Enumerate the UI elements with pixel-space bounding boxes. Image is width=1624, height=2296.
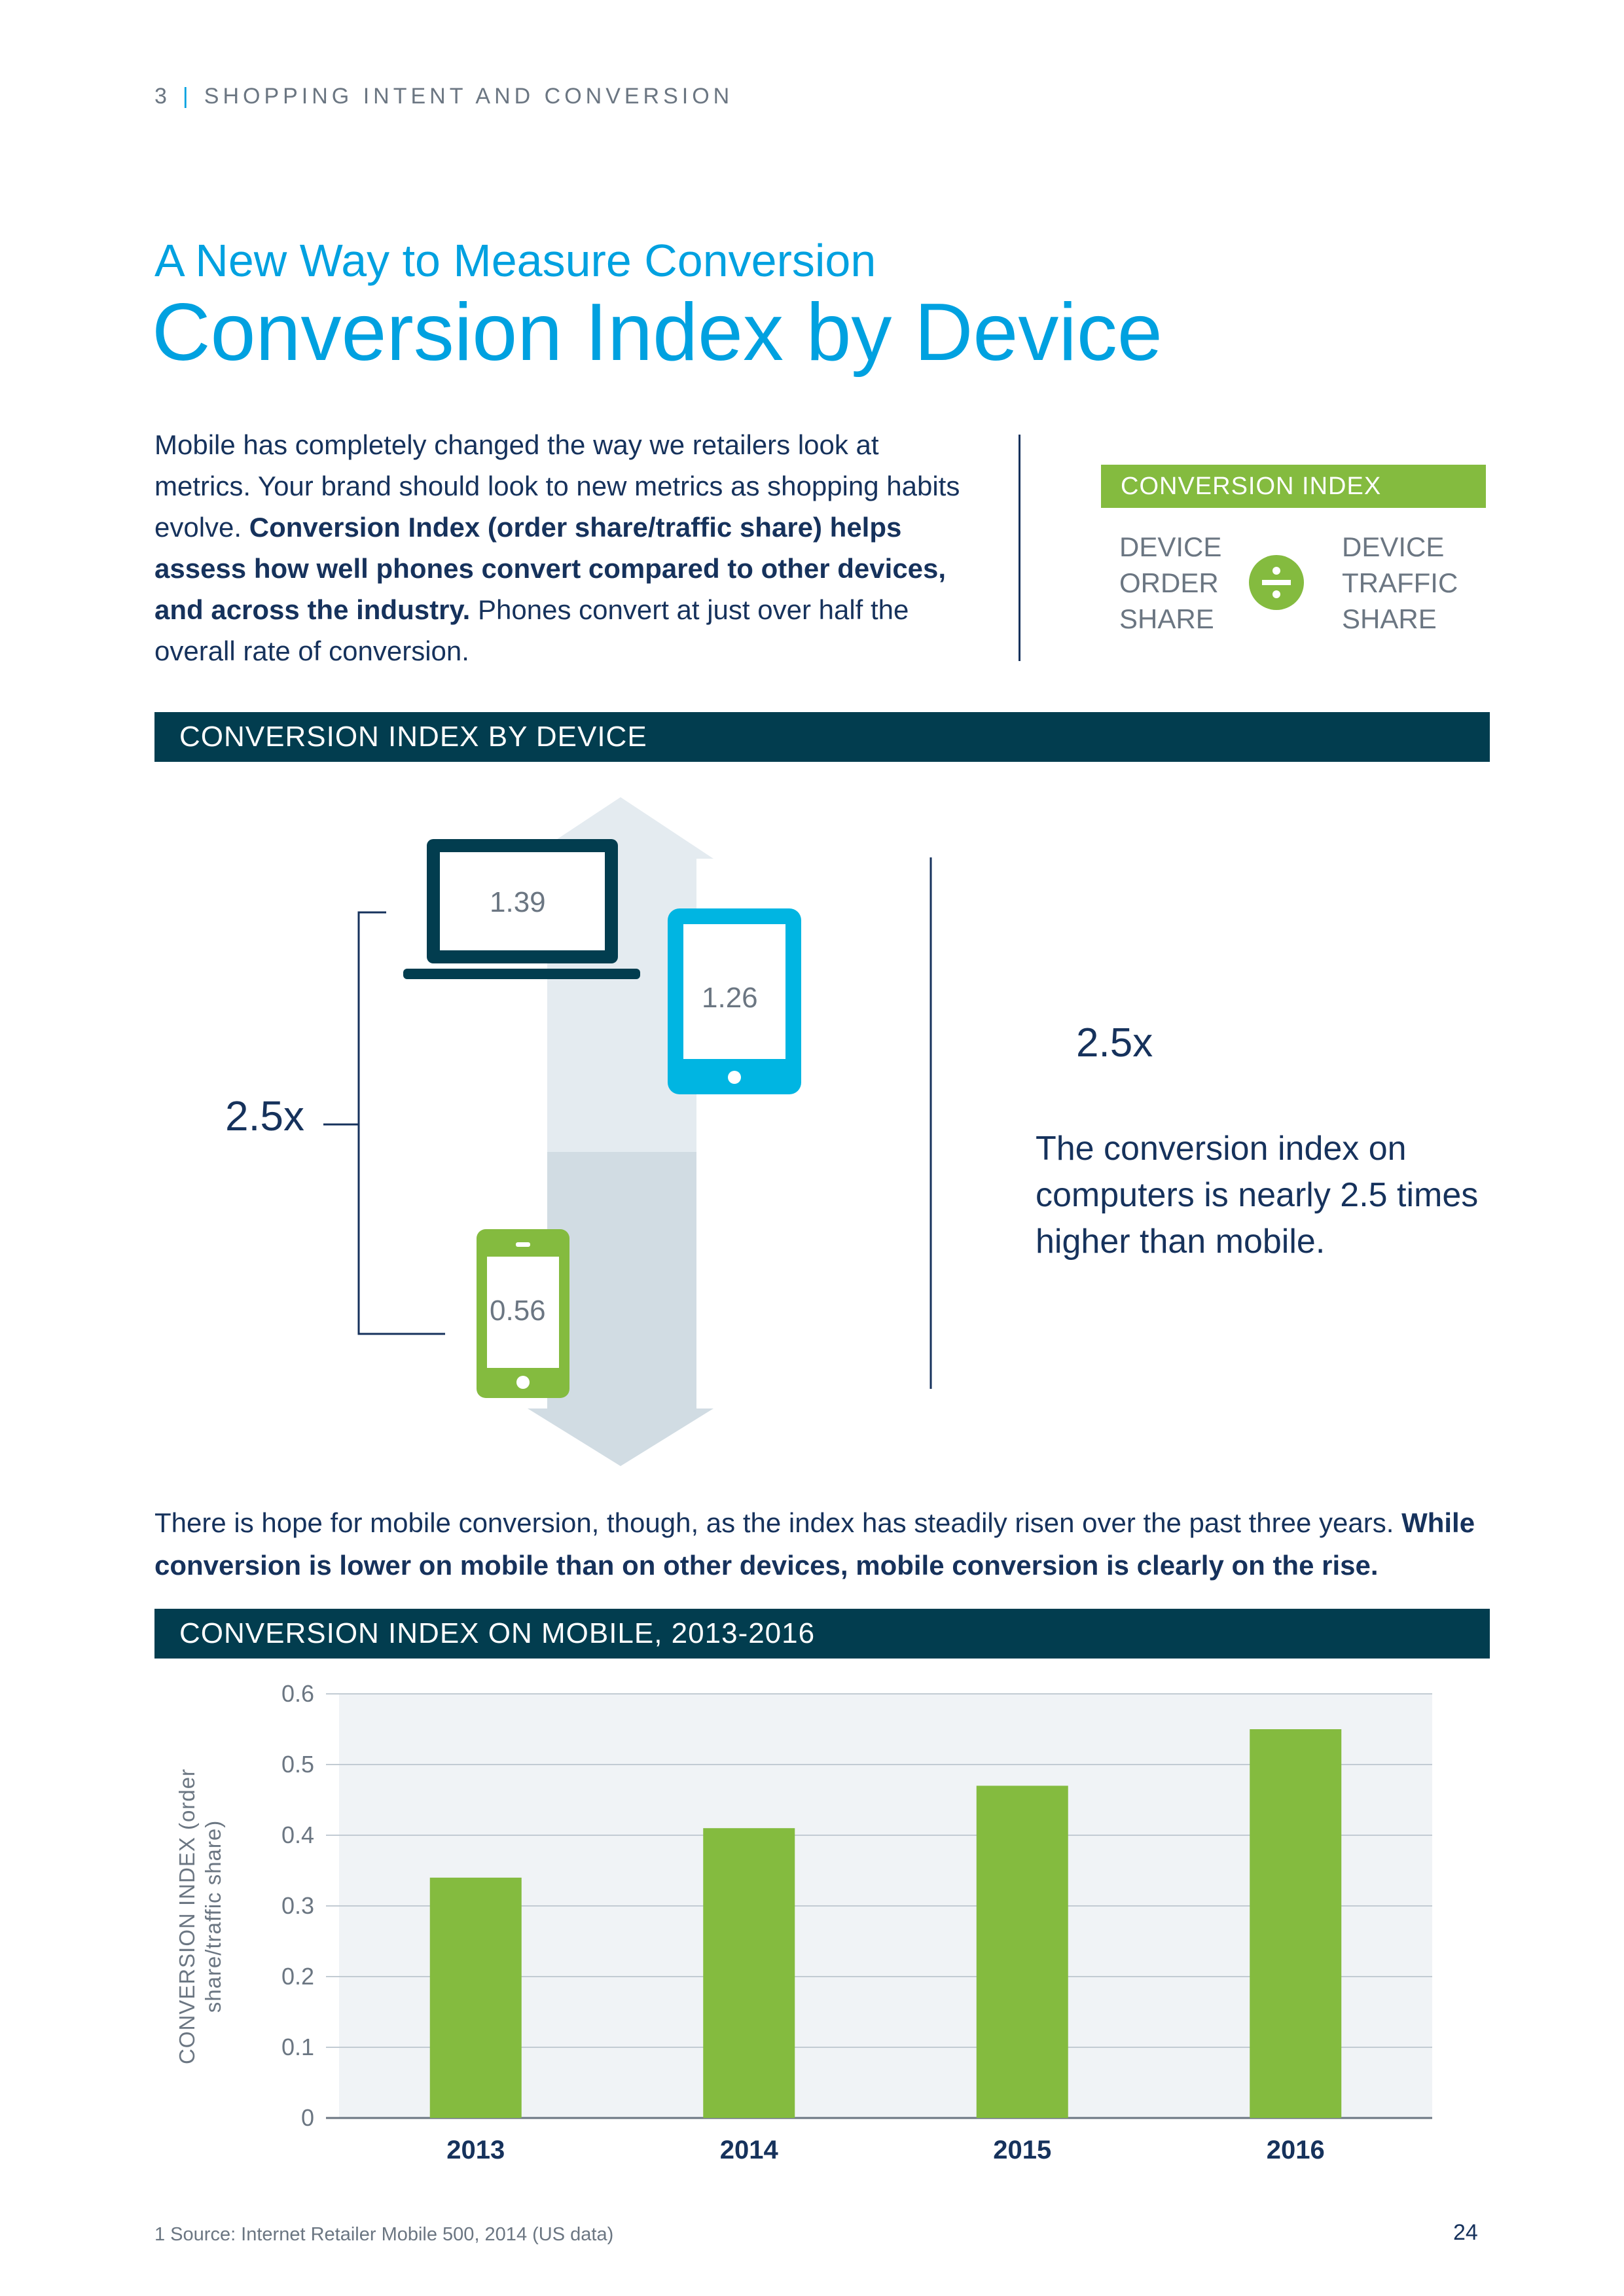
mobile-paragraph-text: There is hope for mobile conversion, tho… <box>154 1507 1402 1538</box>
laptop-icon <box>403 839 640 979</box>
intro-text-2: Phones convert at just over half the ove… <box>154 594 909 666</box>
bar-2016 <box>1250 1729 1342 2118</box>
tablet-icon <box>668 908 801 1094</box>
divide-icon <box>1249 555 1304 610</box>
mobile-conversion-chart: 0 0.1 0.2 0.3 0.4 0.5 0.6 2013 2014 2015 2016 <box>281 1680 1432 2164</box>
mobile-section-heading: CONVERSION INDEX ON MOBILE, 2013-2016 <box>154 1609 1490 1659</box>
y-tick-label: 0.6 <box>281 1680 314 1707</box>
callout-badge-value: 2.5x <box>1076 1020 1153 1066</box>
device-infographic <box>323 797 932 1466</box>
y-tick-label: 0.3 <box>281 1892 314 1919</box>
section-label: 3 | SHOPPING INTENT AND CONVERSION <box>154 84 733 109</box>
intro-divider <box>1019 435 1020 661</box>
y-tick-label: 0.4 <box>281 1821 314 1848</box>
x-tick-label: 2014 <box>720 2136 779 2164</box>
footnote: 1 Source: Internet Retailer Mobile 500, … <box>154 2224 614 2245</box>
bracket-line <box>357 911 445 1335</box>
phone-value: 0.56 <box>490 1295 546 1327</box>
formula-heading: CONVERSION INDEX <box>1101 465 1486 508</box>
section-title: SHOPPING INTENT AND CONVERSION <box>204 84 734 109</box>
intro-text-bold: Conversion Index (order share/traffic sh… <box>154 512 947 625</box>
page-kicker: A New Way to Measure Conversion <box>154 235 876 286</box>
section-separator: | <box>182 84 192 109</box>
x-tick-label: 2015 <box>993 2136 1051 2164</box>
device-section-heading: CONVERSION INDEX BY DEVICE <box>154 712 1490 762</box>
y-tick-label: 0.5 <box>281 1751 314 1778</box>
formula-numerator: DEVICE ORDER SHARE <box>1119 531 1222 634</box>
phone-icon <box>477 1229 569 1398</box>
intro-paragraph: Mobile has completely changed the way we… <box>154 424 966 672</box>
mobile-paragraph: There is hope for mobile conversion, tho… <box>154 1501 1503 1587</box>
bar-2014 <box>703 1828 795 2118</box>
mobile-paragraph-bold: While conversion is lower on mobile than… <box>154 1507 1475 1581</box>
formula-denominator: DEVICE TRAFFIC SHARE <box>1342 531 1458 634</box>
x-tick-label: 2016 <box>1267 2136 1325 2164</box>
laptop-value: 1.39 <box>490 886 546 918</box>
section-number: 3 <box>154 84 171 109</box>
tablet-value: 1.26 <box>702 982 758 1014</box>
callout-text: The conversion index on computers is nea… <box>1036 1130 1479 1261</box>
intro-text-1: Mobile has completely changed the way we… <box>154 429 960 543</box>
page-title: Conversion Index by Device <box>152 287 1163 378</box>
bracket-label: 2.5x <box>225 1092 304 1139</box>
arrow-down-part <box>528 1152 713 1466</box>
page-number: 24 <box>1453 2220 1478 2245</box>
x-tick-label: 2013 <box>446 2136 505 2164</box>
bar-2013 <box>429 1877 522 2118</box>
bar-2015 <box>976 1785 1068 2118</box>
y-tick-label: 0 <box>301 2104 314 2131</box>
y-tick-label: 0.1 <box>281 2034 314 2060</box>
y-tick-label: 0.2 <box>281 1963 314 1990</box>
